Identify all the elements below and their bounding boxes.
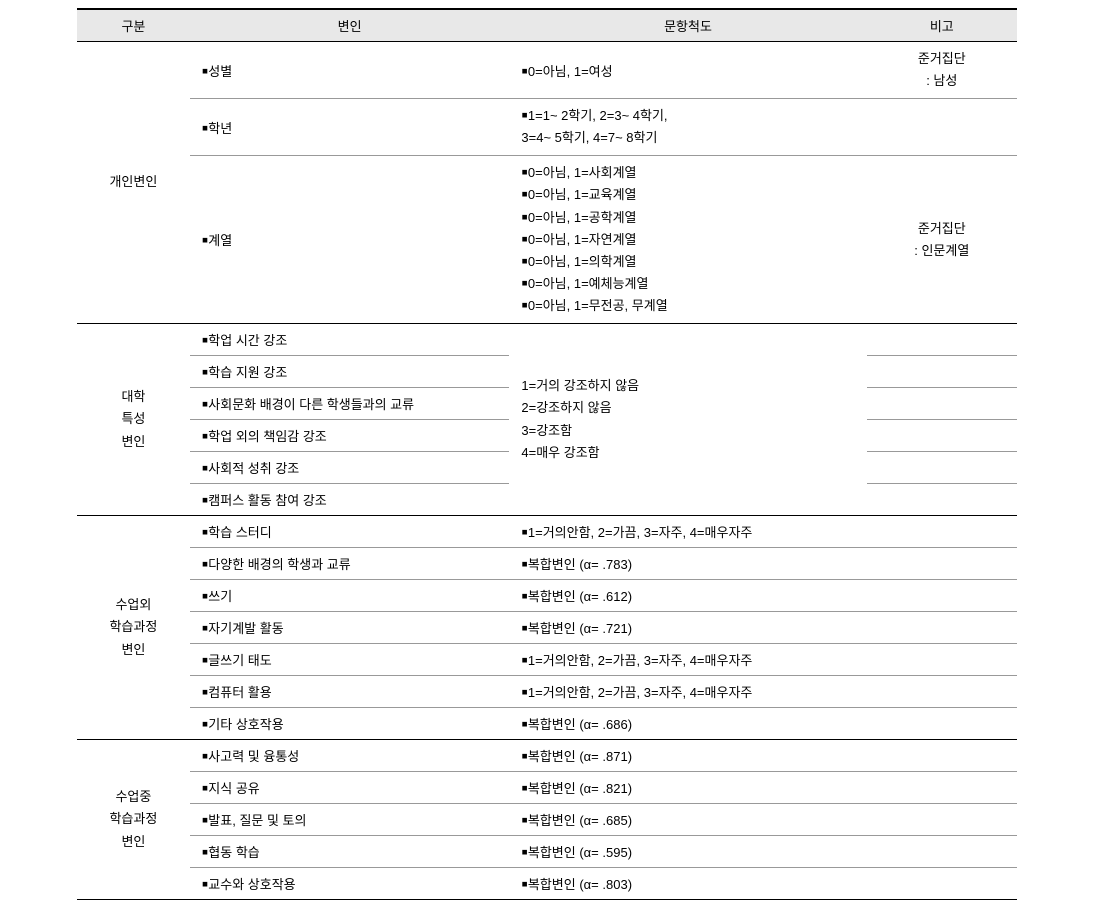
variable-cell: ￭쓰기 (190, 580, 510, 612)
scale-cell: ￭0=아님, 1=여성 (509, 42, 866, 99)
table-row: ￭글쓰기 태도￭1=거의안함, 2=가끔, 3=자주, 4=매우자주 (77, 644, 1017, 676)
table-row: 대학특성변인￭학업 시간 강조 1=거의 강조하지 않음 2=강조하지 않음 3… (77, 324, 1017, 356)
note-cell (867, 548, 1017, 580)
variables-table: 구분 변인 문항척도 비고 개인변인￭성별￭0=아님, 1=여성준거집단: 남성… (77, 8, 1017, 900)
table-row: ￭협동 학습￭복합변인 (α= .595) (77, 836, 1017, 868)
scale-cell: ￭1=거의안함, 2=가끔, 3=자주, 4=매우자주 (509, 516, 866, 548)
note-cell (867, 484, 1017, 516)
variable-cell: ￭캠퍼스 활동 참여 강조 (190, 484, 510, 516)
note-cell (867, 804, 1017, 836)
variable-cell: ￭사회문화 배경이 다른 학생들과의 교류 (190, 388, 510, 420)
variable-cell: ￭학업 시간 강조 (190, 324, 510, 356)
note-cell (867, 836, 1017, 868)
scale-cell: ￭복합변인 (α= .612) (509, 580, 866, 612)
note-cell (867, 612, 1017, 644)
variable-cell: ￭글쓰기 태도 (190, 644, 510, 676)
variable-cell: ￭학습 지원 강조 (190, 356, 510, 388)
variable-cell: ￭사고력 및 융통성 (190, 740, 510, 772)
header-variable: 변인 (190, 9, 510, 42)
table-row: ￭다양한 배경의 학생과 교류￭복합변인 (α= .783) (77, 548, 1017, 580)
note-cell (867, 356, 1017, 388)
note-cell (867, 676, 1017, 708)
scale-cell: ￭1=거의안함, 2=가끔, 3=자주, 4=매우자주 (509, 644, 866, 676)
note-cell: 준거집단: 인문계열 (867, 156, 1017, 324)
scale-cell: ￭복합변인 (α= .871) (509, 740, 866, 772)
category-cell: 수업외학습과정변인 (77, 516, 190, 740)
note-cell (867, 324, 1017, 356)
variable-cell: ￭협동 학습 (190, 836, 510, 868)
table-row: ￭지식 공유￭복합변인 (α= .821) (77, 772, 1017, 804)
scale-cell: ￭복합변인 (α= .685) (509, 804, 866, 836)
variable-cell: ￭교수와 상호작용 (190, 868, 510, 900)
category-cell: 개인변인 (77, 42, 190, 324)
note-cell (867, 580, 1017, 612)
variable-cell: ￭다양한 배경의 학생과 교류 (190, 548, 510, 580)
scale-cell: ￭1=1~ 2학기, 2=3~ 4학기, 3=4~ 5학기, 4=7~ 8학기 (509, 99, 866, 156)
note-cell: 준거집단: 남성 (867, 42, 1017, 99)
table-row: 수업외학습과정변인￭학습 스터디￭1=거의안함, 2=가끔, 3=자주, 4=매… (77, 516, 1017, 548)
scale-cell: ￭0=아님, 1=사회계열￭0=아님, 1=교육계열￭0=아님, 1=공학계열￭… (509, 156, 866, 324)
note-cell (867, 452, 1017, 484)
scale-cell: ￭1=거의안함, 2=가끔, 3=자주, 4=매우자주 (509, 676, 866, 708)
variable-cell: ￭컴퓨터 활용 (190, 676, 510, 708)
variable-cell: ￭발표, 질문 및 토의 (190, 804, 510, 836)
variable-cell: ￭학업 외의 책임감 강조 (190, 420, 510, 452)
table-row: ￭교수와 상호작용￭복합변인 (α= .803) (77, 868, 1017, 900)
note-cell (867, 99, 1017, 156)
category-cell: 대학특성변인 (77, 324, 190, 516)
scale-cell: ￭복합변인 (α= .595) (509, 836, 866, 868)
variable-cell: ￭학습 스터디 (190, 516, 510, 548)
table-row: ￭발표, 질문 및 토의￭복합변인 (α= .685) (77, 804, 1017, 836)
scale-cell: ￭복합변인 (α= .821) (509, 772, 866, 804)
variable-cell: ￭학년 (190, 99, 510, 156)
variable-cell: ￭자기계발 활동 (190, 612, 510, 644)
note-cell (867, 740, 1017, 772)
variable-cell: ￭기타 상호작용 (190, 708, 510, 740)
note-cell (867, 388, 1017, 420)
table-row: ￭컴퓨터 활용￭1=거의안함, 2=가끔, 3=자주, 4=매우자주 (77, 676, 1017, 708)
table-row: ￭기타 상호작용￭복합변인 (α= .686) (77, 708, 1017, 740)
table-row: 수업중학습과정변인￭사고력 및 융통성￭복합변인 (α= .871) (77, 740, 1017, 772)
note-cell (867, 644, 1017, 676)
table-row: ￭쓰기￭복합변인 (α= .612) (77, 580, 1017, 612)
table-row: ￭학년￭1=1~ 2학기, 2=3~ 4학기, 3=4~ 5학기, 4=7~ 8… (77, 99, 1017, 156)
variable-cell: ￭지식 공유 (190, 772, 510, 804)
variable-cell: ￭성별 (190, 42, 510, 99)
note-cell (867, 420, 1017, 452)
scale-cell: ￭복합변인 (α= .686) (509, 708, 866, 740)
header-row: 구분 변인 문항척도 비고 (77, 9, 1017, 42)
table-row: ￭계열￭0=아님, 1=사회계열￭0=아님, 1=교육계열￭0=아님, 1=공학… (77, 156, 1017, 324)
note-cell (867, 868, 1017, 900)
header-category: 구분 (77, 9, 190, 42)
note-cell (867, 772, 1017, 804)
header-scale: 문항척도 (509, 9, 866, 42)
scale-cell: ￭복합변인 (α= .783) (509, 548, 866, 580)
variable-cell: ￭계열 (190, 156, 510, 324)
note-cell (867, 516, 1017, 548)
table-row: 개인변인￭성별￭0=아님, 1=여성준거집단: 남성 (77, 42, 1017, 99)
scale-cell: 1=거의 강조하지 않음 2=강조하지 않음 3=강조함 4=매우 강조함 (509, 324, 866, 516)
note-cell (867, 708, 1017, 740)
table-row: ￭자기계발 활동￭복합변인 (α= .721) (77, 612, 1017, 644)
header-note: 비고 (867, 9, 1017, 42)
category-cell: 수업중학습과정변인 (77, 740, 190, 900)
scale-cell: ￭복합변인 (α= .803) (509, 868, 866, 900)
variable-cell: ￭사회적 성취 강조 (190, 452, 510, 484)
scale-cell: ￭복합변인 (α= .721) (509, 612, 866, 644)
